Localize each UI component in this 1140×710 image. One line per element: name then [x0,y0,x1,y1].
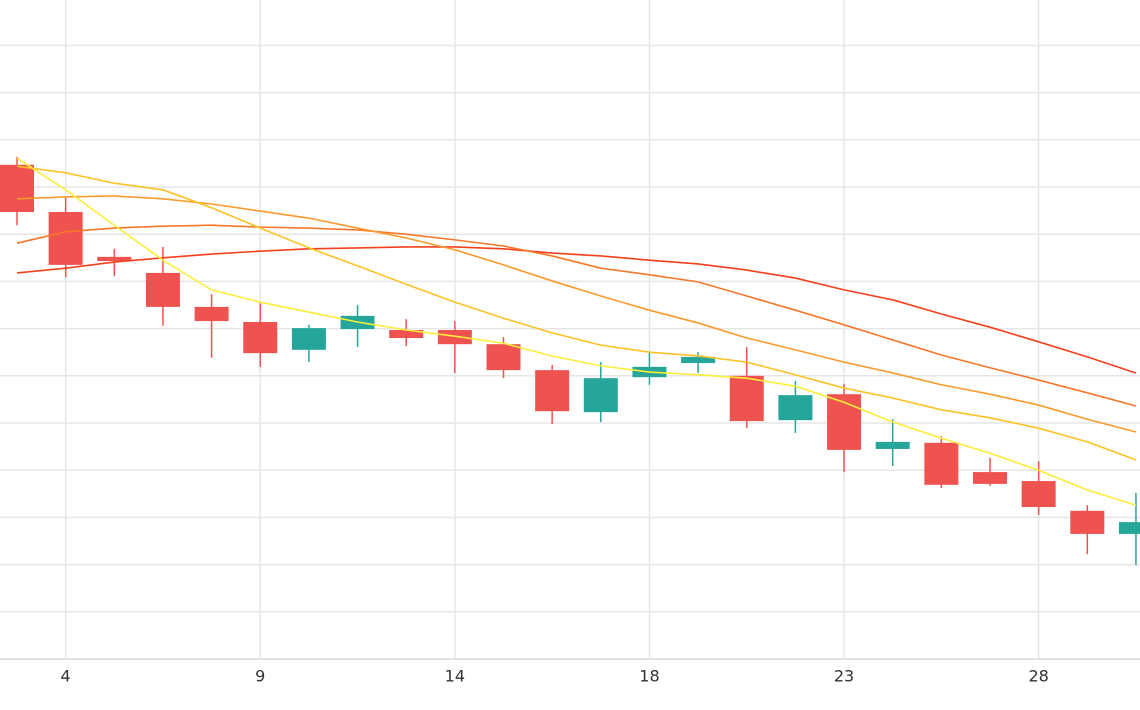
candle-body [291,328,326,350]
candle-body [48,212,83,265]
candle-body [827,394,862,450]
candle-body [973,472,1007,484]
candle-body [924,442,959,485]
x-tick-label: 14 [445,667,465,686]
candle-body [875,441,910,449]
candle-body [0,164,34,213]
moving-average-line [16,157,1137,506]
x-tick-label: 9 [255,667,265,686]
candle-body [486,344,521,371]
moving-average-line [16,224,1137,407]
candle-body [778,395,813,421]
candle-body [535,370,570,412]
moving-average-line [16,165,1137,461]
candle-body [389,330,424,339]
moving-average-line [16,246,1137,374]
x-tick-label: 28 [1028,667,1048,686]
candle-body [681,356,716,364]
moving-average-line [16,195,1137,433]
candle-body [243,321,278,354]
x-tick-label: 23 [834,667,854,686]
candle-body [145,272,180,307]
candle-body [437,330,472,345]
candle-body [1118,522,1140,534]
candle-body [1021,481,1056,508]
candle-body [729,375,764,422]
candle-body [97,256,132,262]
x-tick-label: 4 [61,667,71,686]
x-tick-label: 18 [639,667,659,686]
candle-body [1070,510,1105,534]
candle-body [194,306,229,322]
candle-body [583,378,618,413]
